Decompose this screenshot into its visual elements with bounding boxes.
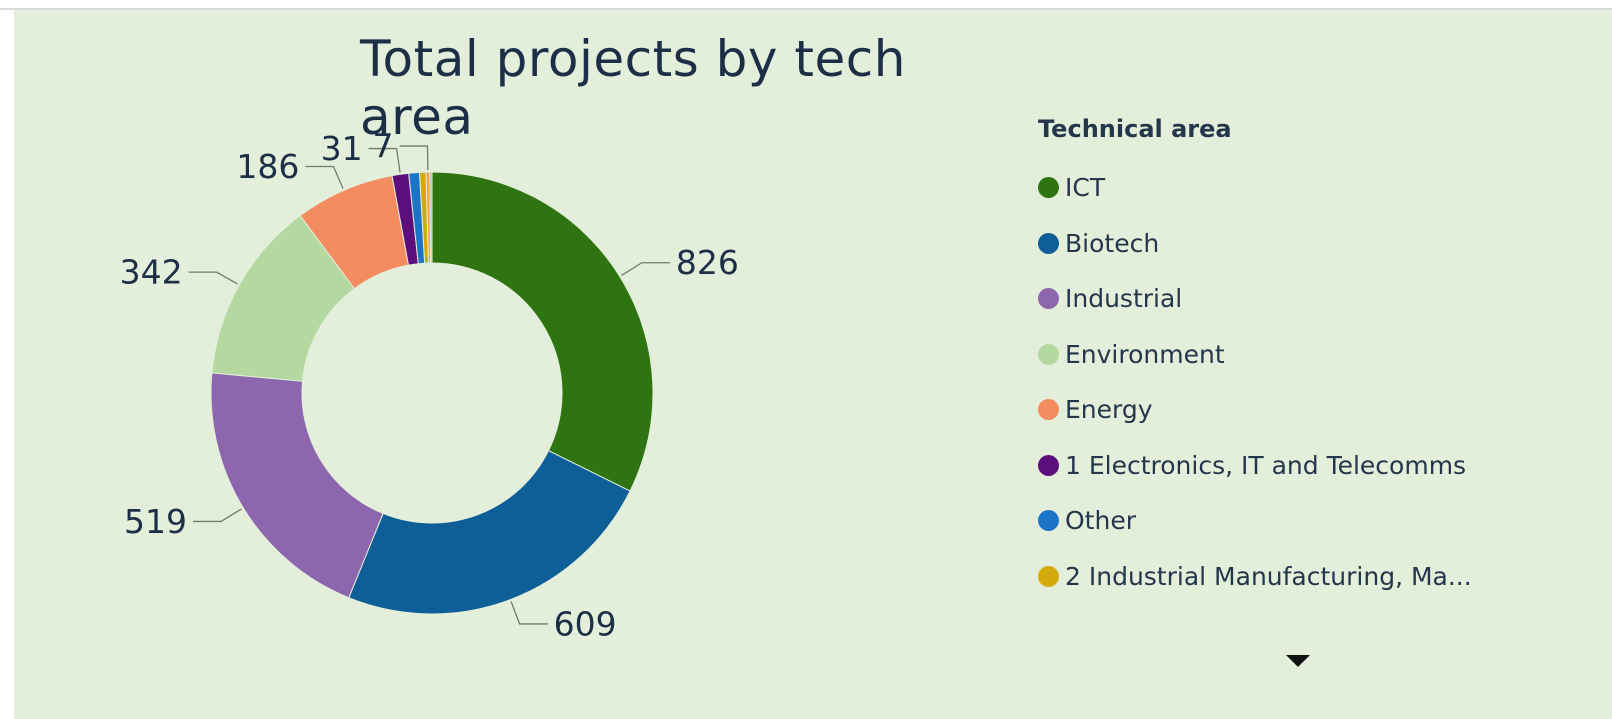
legend-label: Industrial (1065, 284, 1183, 314)
legend-items: ICT Biotech Industrial Environment Energy 1 E… (1038, 160, 1558, 604)
legend-label: 2 Industrial Manufacturing, Ma... (1065, 561, 1472, 591)
legend-item[interactable]: 1 Electronics, IT and Telecomms (1038, 438, 1558, 494)
data-label: 186 (236, 147, 299, 186)
data-label-leader (621, 262, 670, 276)
data-label-leader (305, 165, 344, 189)
legend-label: Biotech (1065, 228, 1160, 258)
legend-item[interactable]: Industrial (1038, 271, 1558, 327)
legend-item[interactable]: 2 Industrial Manufacturing, Ma... (1038, 549, 1558, 605)
legend-item[interactable]: Biotech (1038, 216, 1558, 272)
data-label-leader (193, 508, 242, 523)
legend-marker-icon (1038, 177, 1059, 199)
legend-item[interactable]: Environment (1038, 327, 1558, 383)
legend-marker-icon (1038, 343, 1059, 365)
data-label-leader (368, 147, 401, 173)
data-label: 609 (554, 604, 617, 643)
legend-marker-icon (1038, 454, 1059, 476)
data-label-leader (188, 271, 238, 285)
legend-label: ICT (1065, 173, 1106, 203)
legend-item[interactable]: Other (1038, 493, 1558, 549)
data-label: 31 (321, 129, 363, 168)
donut-slice[interactable] (210, 372, 384, 599)
data-label: 826 (676, 243, 739, 282)
legend-title: Technical area (1038, 115, 1232, 143)
legend-label: Other (1065, 506, 1136, 536)
legend-marker-icon (1038, 510, 1059, 532)
legend-marker-icon (1038, 399, 1059, 421)
donut-slice[interactable] (431, 171, 654, 492)
legend-marker-icon (1038, 288, 1059, 310)
legend-marker-icon (1038, 232, 1059, 254)
chart-title: Total projects by tech area (360, 30, 906, 146)
data-label: 7 (372, 127, 393, 166)
top-divider (0, 8, 1612, 10)
donut-slice[interactable] (348, 450, 631, 615)
data-label-leader (510, 601, 548, 625)
legend-label: Environment (1065, 339, 1225, 369)
data-label: 519 (124, 502, 187, 541)
legend-item[interactable]: Energy (1038, 382, 1558, 438)
donut-slice[interactable] (429, 171, 433, 264)
legend-marker-icon (1038, 565, 1059, 587)
legend-item[interactable]: ICT (1038, 160, 1558, 216)
data-label: 342 (120, 253, 183, 292)
legend-scroll-down-icon[interactable] (1286, 655, 1310, 667)
data-label-leader (399, 145, 429, 171)
legend: Technical area ICT Biotech Industrial Envir… (1038, 114, 1558, 604)
legend-label: Energy (1065, 395, 1153, 425)
legend-label: 1 Electronics, IT and Telecomms (1065, 450, 1467, 480)
